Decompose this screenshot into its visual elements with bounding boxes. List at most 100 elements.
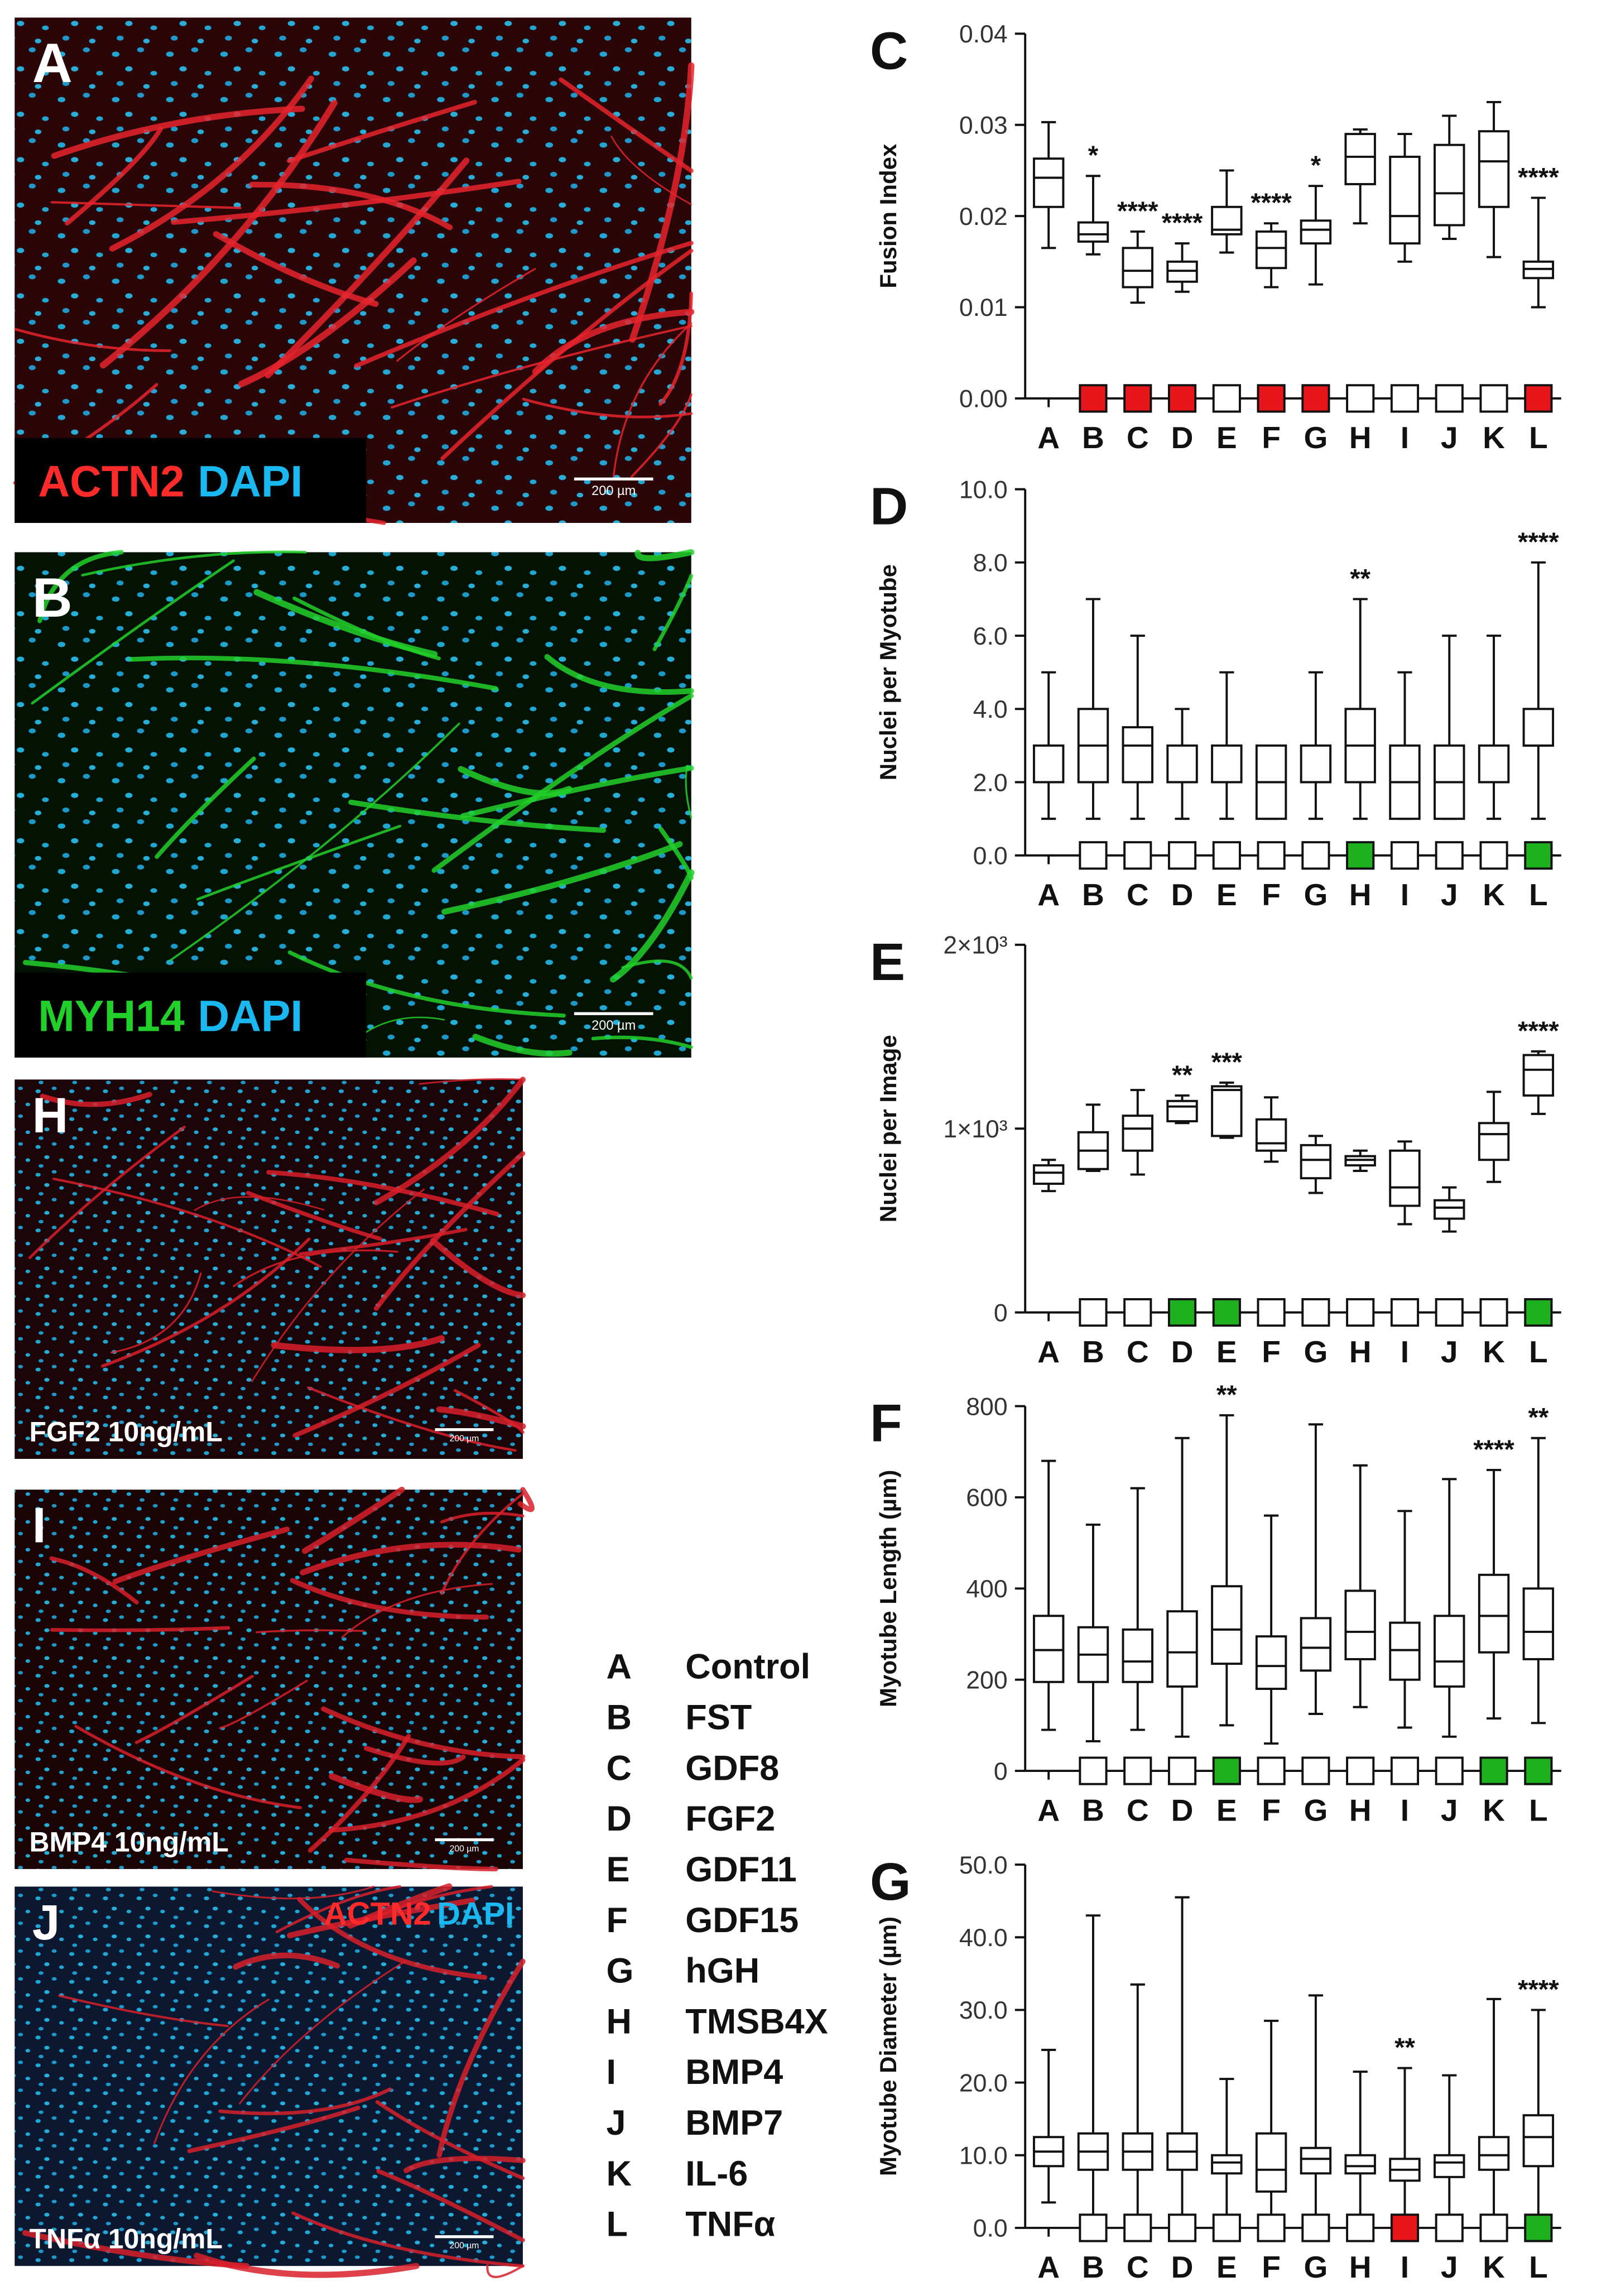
- x-tick-label: G: [1304, 420, 1328, 455]
- chart-letter: C: [870, 21, 908, 80]
- condition-marker: [1390, 384, 1420, 413]
- condition-marker: [1301, 841, 1330, 870]
- myotube: [368, 1885, 493, 1922]
- myotube: [486, 2264, 525, 2278]
- x-tick-label: I: [1401, 877, 1409, 912]
- box: [1522, 1054, 1555, 1097]
- scale-label: 200 µm: [450, 1434, 479, 1444]
- box: [1389, 1149, 1421, 1207]
- x-tick-label: G: [1304, 2250, 1328, 2284]
- myotube: [28, 1125, 186, 1260]
- y-tick-label: 2.0: [973, 769, 1008, 796]
- y-tick-label: 0.02: [959, 203, 1008, 230]
- myotube: [153, 1999, 270, 2144]
- y-tick-label: 1×10³: [943, 1116, 1007, 1143]
- myotube: [460, 765, 694, 819]
- scale-label: 200 µm: [450, 1844, 479, 1853]
- key-letter: I: [607, 2053, 617, 2092]
- box: [1344, 133, 1376, 185]
- myotube: [532, 309, 695, 375]
- condition-marker: [1123, 1756, 1152, 1785]
- myotube: [196, 824, 402, 901]
- y-tick-label: 50.0: [959, 1852, 1008, 1879]
- myotube: [458, 766, 573, 796]
- x-tick-label: F: [1262, 2250, 1281, 2284]
- caption-box: [15, 972, 367, 1058]
- condition-marker: [1257, 841, 1286, 870]
- myotube: [341, 1583, 493, 1639]
- myotube: [271, 1335, 445, 1353]
- significance: ****: [1518, 1975, 1559, 2004]
- x-tick-label: F: [1262, 877, 1281, 912]
- significance: ***: [1211, 1048, 1243, 1077]
- y-axis-title: Fusion Index: [875, 143, 901, 289]
- box: [1032, 1615, 1065, 1683]
- box: [1434, 143, 1465, 227]
- myotube: [218, 2087, 392, 2116]
- condition-marker: [1123, 384, 1152, 413]
- stain-caption: ACTN2: [324, 1896, 431, 1932]
- myotube: [612, 322, 693, 478]
- x-tick-label: B: [1082, 2250, 1104, 2284]
- condition-marker: [1301, 2213, 1330, 2242]
- x-tick-label: J: [1441, 420, 1458, 455]
- myotube: [441, 841, 683, 915]
- key-letter: G: [607, 1952, 634, 1991]
- myotube: [685, 765, 693, 819]
- y-tick-label: 2×10³: [943, 932, 1007, 959]
- key-name: IL-6: [685, 2154, 748, 2193]
- stain-caption: DAPI: [198, 992, 302, 1041]
- myotube: [169, 722, 460, 962]
- myotube: [610, 136, 693, 205]
- y-tick-label: 10.0: [959, 2143, 1008, 2170]
- x-tick-label: L: [1529, 877, 1548, 912]
- x-tick-label: C: [1127, 1334, 1149, 1369]
- x-tick-label: C: [1127, 877, 1149, 912]
- y-axis-title: Myotube Length (µm): [875, 1470, 901, 1707]
- y-tick-label: 0: [994, 1758, 1008, 1785]
- x-tick-label: D: [1171, 2250, 1194, 2284]
- x-tick-label: K: [1483, 2250, 1505, 2284]
- myotube: [99, 99, 338, 369]
- myotube: [292, 1343, 481, 1438]
- treatment-label: TNFα 10ng/mL: [29, 2223, 222, 2255]
- condition-marker: [1524, 2213, 1553, 2242]
- condition-marker: [1435, 1298, 1464, 1327]
- key-name: BMP4: [685, 2053, 783, 2092]
- caption-box: [15, 438, 367, 523]
- myotube: [609, 869, 695, 983]
- condition-marker: [1390, 2213, 1420, 2242]
- condition-marker: [1123, 841, 1152, 870]
- nuclei: [15, 1490, 523, 1869]
- x-tick-label: L: [1529, 420, 1548, 455]
- box: [1211, 1585, 1243, 1665]
- condition-marker: [1435, 2213, 1464, 2242]
- myotube: [31, 559, 235, 705]
- myotube: [652, 574, 694, 651]
- significance: *: [1088, 141, 1099, 170]
- significance: ****: [1473, 1435, 1514, 1464]
- myotube: [246, 1190, 382, 1241]
- myotube: [431, 693, 694, 873]
- box: [1122, 1628, 1153, 1683]
- myotube: [256, 1629, 364, 1634]
- x-tick-label: A: [1037, 877, 1060, 912]
- condition-marker: [1390, 841, 1420, 870]
- key-name: GDF8: [685, 1749, 779, 1788]
- x-tick-label: E: [1216, 1793, 1237, 1827]
- myotube: [517, 1487, 535, 1512]
- condition-marker: [1479, 1756, 1508, 1785]
- x-tick-label: H: [1349, 1793, 1372, 1827]
- x-tick-label: K: [1483, 877, 1505, 912]
- condition-marker: [1212, 841, 1241, 870]
- condition-marker: [1167, 1298, 1197, 1327]
- scale-label: 200 µm: [450, 2241, 479, 2251]
- myotube: [219, 1679, 308, 1730]
- myotube: [472, 1034, 573, 1057]
- x-tick-label: B: [1082, 1793, 1104, 1827]
- box: [1434, 1199, 1465, 1220]
- condition-marker: [1079, 1756, 1108, 1785]
- myotube: [14, 328, 171, 352]
- significance: **: [1216, 1380, 1237, 1410]
- condition-marker: [1479, 1298, 1508, 1327]
